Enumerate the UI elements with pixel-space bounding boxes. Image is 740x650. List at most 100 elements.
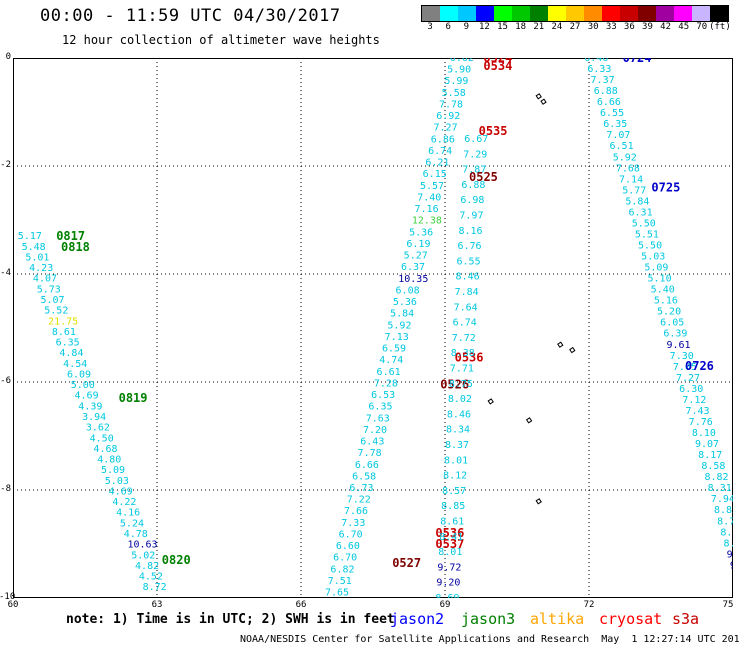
legend-swatch	[494, 6, 512, 21]
wave-height-label: 7.66	[344, 506, 368, 517]
wave-height-label: 6.05	[660, 318, 684, 329]
wave-height-label: 7.28	[374, 378, 398, 389]
legend-label: 3	[427, 22, 433, 32]
wave-height-label: 4.39	[78, 401, 102, 412]
wave-height-label: 8.46	[447, 409, 471, 420]
legend-label: 6	[445, 22, 451, 32]
wave-height-label: 12.38	[412, 216, 442, 227]
wave-height-label: 5.84	[625, 196, 649, 207]
wave-height-label: 5.10	[648, 274, 672, 285]
wave-height-label: 4.68	[93, 444, 117, 455]
wave-height-label: 5.03	[105, 476, 129, 487]
pass-time-label: 0725	[651, 181, 680, 195]
island-outline	[557, 341, 564, 348]
wave-height-label: 4.52	[139, 572, 163, 583]
wave-height-label: 6.37	[401, 262, 425, 273]
wave-height-label: 4.74	[379, 355, 403, 366]
wave-height-label: 9.61	[667, 340, 691, 351]
legend-swatch	[602, 6, 620, 21]
wave-height-label: 4.16	[116, 508, 140, 519]
wave-height-label: 6.58	[352, 471, 376, 482]
wave-height-label: 8.46	[456, 272, 480, 283]
wave-height-label: 7.37	[591, 75, 615, 86]
x-tick-label: 66	[295, 600, 307, 610]
wave-height-label: 5.99	[444, 76, 468, 87]
wave-height-label: 5.40	[651, 285, 675, 296]
footnote: note: 1) Time is in UTC; 2) SWH is in fe…	[66, 612, 395, 627]
map-plot: 5.17 5.48 5.01 4.23 4.07 5.73 5.07 5.52 21.75 8.6…	[13, 51, 740, 604]
satellite-label-s3a: s3a	[672, 610, 700, 628]
legend-label: 39	[642, 22, 653, 32]
y-tick-label: -6	[0, 376, 11, 386]
wave-height-label: 7.27	[434, 123, 458, 134]
wave-height-label: 10.35	[398, 274, 428, 285]
pass-time-label: 0536	[435, 526, 464, 540]
wave-height-label: 7.12	[682, 395, 706, 406]
wave-height-label: 5.07	[40, 295, 64, 306]
wave-height-label: 4.07	[33, 274, 57, 285]
island-outline	[540, 98, 547, 105]
legend-swatch	[548, 6, 566, 21]
wave-height-label: 8.69	[435, 593, 459, 598]
wave-height-label: 5.24	[120, 518, 144, 529]
color-legend: 3 6 9 12 15 18 21 24 27 30 33 36 39 42 45 70 (ft)	[421, 5, 731, 37]
wave-height-label: 7.40	[417, 192, 441, 203]
wave-height-label: 6.66	[355, 460, 379, 471]
wave-height-label: 7.84	[455, 287, 479, 298]
legend-label: 45	[678, 22, 690, 32]
wave-height-label: 8.70	[717, 516, 733, 527]
legend-swatch	[440, 6, 458, 21]
legend-label: 24	[551, 22, 563, 32]
wave-height-label: 7.51	[328, 576, 352, 587]
wave-height-label: 4.22	[112, 497, 136, 508]
wave-height-label: 6.88	[594, 86, 618, 97]
wave-height-label: 7.78	[358, 448, 382, 459]
wave-height-label: 5.16	[654, 296, 678, 307]
wave-height-label: 6.09	[67, 369, 91, 380]
satellite-label-altika: altika	[530, 610, 585, 628]
wave-height-label: 6.67	[464, 134, 488, 145]
wave-height-label: 7.72	[452, 333, 476, 344]
legend-swatch	[458, 6, 476, 21]
wave-height-label: 8.58	[701, 461, 725, 472]
wave-height-label: 8.37	[445, 440, 469, 451]
wave-height-label: 6.98	[460, 195, 484, 206]
x-tick-label: 75	[722, 600, 734, 610]
legend-swatch	[476, 6, 494, 21]
wave-height-label: 6.30	[679, 384, 703, 395]
island-outline	[535, 498, 542, 505]
wave-height-label: 6.59	[382, 344, 406, 355]
wave-height-label: 5.36	[393, 297, 417, 308]
plot-frame	[13, 58, 733, 598]
pass-time-label: 0820	[162, 553, 191, 567]
legend-label: 18	[515, 22, 527, 32]
wave-height-label: 4.84	[59, 348, 83, 359]
wave-height-label: 8.41	[439, 532, 463, 543]
wave-height-label: 5.48	[22, 242, 46, 253]
wave-height-label: 4.50	[90, 433, 114, 444]
wave-height-label: 5.84	[390, 309, 414, 320]
x-tick-label: 72	[583, 600, 595, 610]
wave-height-label: 6.82	[330, 564, 354, 575]
wave-height-label: 8.38	[451, 348, 475, 359]
wave-height-label: 6.60	[336, 541, 360, 552]
wave-height-label: 5.00	[71, 380, 95, 391]
wave-height-label: 6.31	[629, 207, 653, 218]
wave-height-label: 6.55	[600, 108, 624, 119]
wave-height-label: 5.92	[387, 320, 411, 331]
wave-height-label: 8.75	[449, 379, 473, 390]
legend-label: 9	[463, 22, 469, 32]
wave-height-label: 7.94	[711, 494, 733, 505]
wave-height-label: 5.02	[131, 550, 155, 561]
wave-height-label: 8.34	[446, 425, 470, 436]
legend-swatch	[566, 6, 584, 21]
pass-time-label: 0526	[440, 378, 469, 392]
wave-height-label: 7.97	[459, 211, 483, 222]
wave-height-label: 7.33	[341, 518, 365, 529]
wave-height-label: 6.35	[56, 338, 80, 349]
wave-height-label: 6.39	[663, 329, 687, 340]
wave-height-label: 5.09	[644, 263, 668, 274]
legend-swatch	[692, 6, 710, 21]
wave-height-label: 7.87	[462, 165, 486, 176]
wave-height-label: 5.90	[447, 65, 471, 76]
